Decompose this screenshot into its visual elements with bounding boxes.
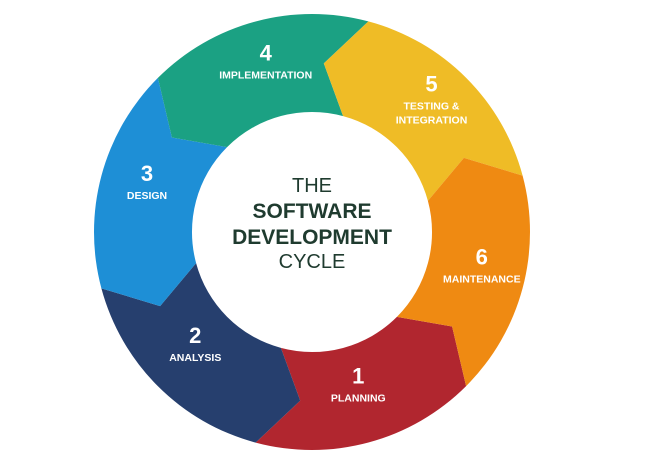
segment-4 — [157, 14, 369, 148]
segment-3 — [94, 77, 228, 307]
segment-4-text: IMPLEMENTATION — [219, 70, 312, 82]
segment-2-text: ANALYSIS — [169, 352, 221, 364]
segment-6-text: MAINTENANCE — [443, 273, 521, 285]
labels-layer: 1 PLANNING 2 ANALYSIS 3 DESIGN 4 IMPLEMENTATION… — [127, 41, 521, 405]
center-title-the: THE — [292, 175, 332, 197]
segment-2 — [101, 263, 301, 443]
segment-5 — [323, 21, 523, 201]
segment-1-label: 1 PLANNING — [331, 364, 386, 405]
center-title-software: SOFTWARE — [253, 200, 372, 223]
center-title: THE SOFTWARE DEVELOPMENT CYCLE — [232, 175, 392, 273]
center-circle — [202, 122, 422, 342]
segment-5-number: 5 — [425, 71, 437, 96]
segment-5-text: TESTING & — [403, 100, 459, 112]
segment-3-text: DESIGN — [127, 190, 167, 202]
segment-2-number: 2 — [189, 323, 201, 348]
segment-2-label: 2 ANALYSIS — [169, 323, 221, 364]
segment-5-label: 5 TESTING & INTEGRATION — [396, 71, 468, 126]
segment-6 — [396, 157, 530, 387]
center-title-development: DEVELOPMENT — [232, 226, 392, 249]
segment-1-number: 1 — [352, 364, 364, 389]
segment-4-number: 4 — [260, 41, 273, 66]
segment-6-label: 6 MAINTENANCE — [443, 244, 521, 285]
segment-4-label: 4 IMPLEMENTATION — [219, 41, 312, 82]
segment-5-text: INTEGRATION — [396, 114, 468, 126]
segment-3-number: 3 — [141, 161, 153, 186]
segment-1 — [255, 316, 467, 450]
segment-1-text: PLANNING — [331, 393, 386, 405]
segments-layer — [94, 14, 530, 450]
center-title-cycle: CYCLE — [279, 251, 346, 273]
segment-3-label: 3 DESIGN — [127, 161, 167, 202]
segment-6-number: 6 — [476, 244, 488, 269]
